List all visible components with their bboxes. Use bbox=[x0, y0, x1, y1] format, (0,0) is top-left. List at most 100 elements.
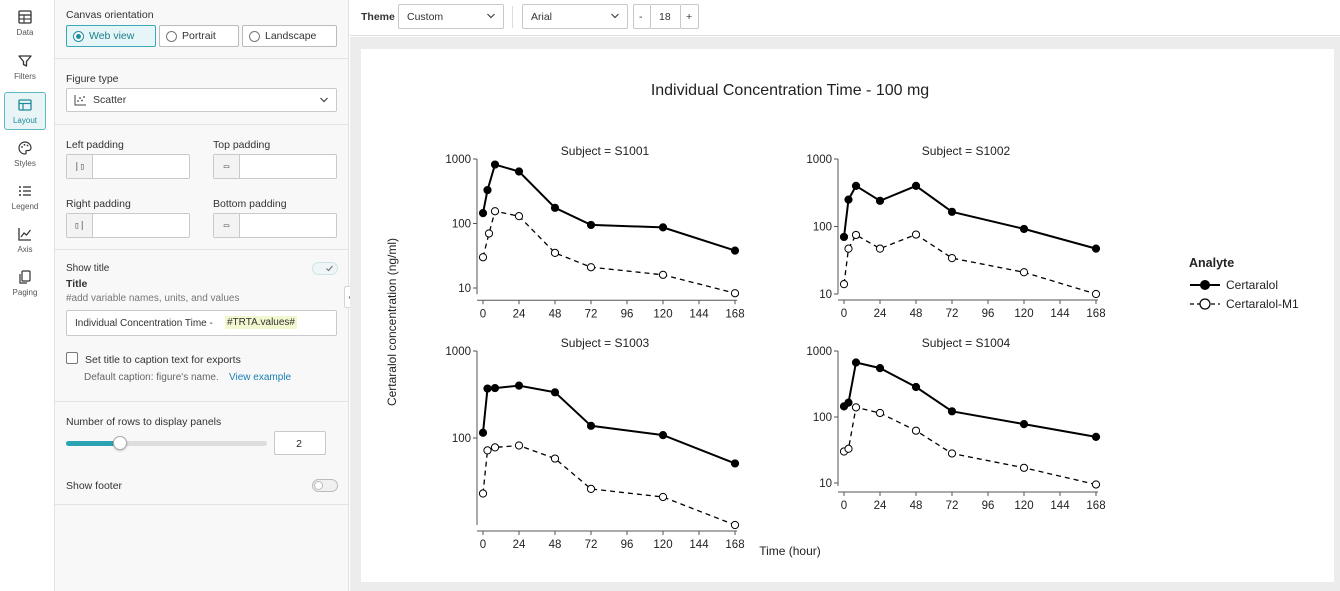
show-footer-label: Show footer bbox=[66, 480, 123, 492]
figure-type-label: Figure type bbox=[66, 73, 119, 85]
rail-label: Axis bbox=[17, 245, 33, 254]
chart-title: Individual Concentration Time - 100 mg bbox=[651, 82, 929, 99]
panel-title: Subject = S1001 bbox=[561, 144, 650, 158]
title-section: Show title Title #add variable names, un… bbox=[55, 250, 348, 402]
left-padding-input[interactable]: |▯ bbox=[66, 154, 190, 179]
right-padding-label: Right padding bbox=[66, 198, 131, 210]
rows-slider-track[interactable] bbox=[66, 436, 267, 450]
x-tick-label: 0 bbox=[841, 500, 847, 512]
data-point-certaralol-m1 bbox=[875, 408, 885, 418]
legend-label-certaralol-m1: Certaralol-M1 bbox=[1226, 297, 1299, 311]
show-title-toggle[interactable] bbox=[312, 262, 338, 275]
data-point-certaralol bbox=[478, 208, 488, 218]
padding-section: Left padding |▯ Top padding ▭ Right padd… bbox=[55, 125, 348, 250]
figure-type-value: Scatter bbox=[93, 94, 127, 106]
rows-section: Number of rows to display panels 2 Show … bbox=[55, 402, 348, 505]
font-size-input[interactable]: 18 bbox=[651, 4, 680, 29]
title-input[interactable]: Individual Concentration Time - #TRTA.va… bbox=[66, 310, 337, 336]
data-point-certaralol bbox=[911, 382, 921, 392]
data-point-certaralol-m1 bbox=[947, 254, 957, 263]
canvas-orientation-label: Canvas orientation bbox=[66, 9, 154, 21]
data-point-certaralol bbox=[911, 181, 921, 190]
data-point-certaralol-m1 bbox=[844, 244, 853, 253]
data-point-certaralol bbox=[514, 167, 524, 176]
show-title-label: Show title bbox=[66, 263, 110, 274]
x-tick-label: 168 bbox=[1086, 308, 1105, 320]
rail-label: Filters bbox=[14, 72, 36, 81]
font-size-increase-button[interactable]: + bbox=[680, 4, 699, 29]
orientation-web-view[interactable]: Web view bbox=[66, 25, 156, 47]
data-point-certaralol bbox=[844, 398, 853, 407]
orientation-portrait[interactable]: Portrait bbox=[159, 25, 239, 47]
data-point-certaralol-m1 bbox=[550, 248, 560, 258]
top-padding-input[interactable]: ▭ bbox=[213, 154, 337, 179]
x-tick-label: 24 bbox=[513, 308, 526, 320]
orientation-label: Web view bbox=[89, 30, 135, 42]
title-hint: #add variable names, units, and values bbox=[66, 293, 240, 304]
caption-checkbox[interactable] bbox=[66, 352, 78, 364]
rows-input[interactable]: 2 bbox=[274, 431, 326, 455]
bottom-padding-input[interactable]: ▭ bbox=[213, 213, 337, 238]
rows-slider-handle[interactable] bbox=[113, 436, 128, 450]
radio-icon bbox=[249, 30, 260, 42]
rail-item-axis[interactable]: Axis bbox=[4, 221, 46, 259]
series-line-certaralol bbox=[843, 361, 1097, 438]
left-padding-icon: |▯ bbox=[67, 155, 93, 178]
rail-item-styles[interactable]: Styles bbox=[4, 135, 46, 173]
data-point-certaralol bbox=[1091, 244, 1101, 253]
chevron-down-icon bbox=[611, 13, 619, 19]
x-tick-label: 120 bbox=[1014, 308, 1033, 320]
default-caption-text: Default caption: figure's name. bbox=[84, 372, 219, 383]
view-example-link[interactable]: View example bbox=[229, 372, 292, 383]
orientation-landscape[interactable]: Landscape bbox=[242, 25, 337, 47]
series-line-certaralol-m1 bbox=[482, 444, 736, 526]
data-point-certaralol bbox=[1091, 432, 1101, 441]
rail-item-filters[interactable]: Filters bbox=[4, 48, 46, 86]
top-padding-label: Top padding bbox=[213, 139, 271, 151]
top-padding-icon: ▭ bbox=[214, 155, 240, 178]
y-tick-label: 100 bbox=[452, 219, 471, 231]
figure-canvas: Individual Concentration Time - 100 mg C… bbox=[361, 49, 1334, 582]
x-tick-label: 96 bbox=[982, 308, 995, 320]
figure-type-select[interactable]: Scatter bbox=[66, 88, 337, 112]
x-tick-label: 144 bbox=[1050, 500, 1070, 512]
data-point-certaralol-m1 bbox=[658, 270, 668, 279]
right-padding-input[interactable]: ▯| bbox=[66, 213, 190, 238]
font-size-decrease-button[interactable]: - bbox=[633, 4, 651, 29]
x-tick-label: 48 bbox=[910, 308, 923, 320]
data-point-certaralol bbox=[483, 384, 492, 393]
x-axis-label: Time (hour) bbox=[759, 544, 821, 558]
x-tick-label: 48 bbox=[549, 539, 562, 551]
rail-item-data[interactable]: Data bbox=[4, 4, 46, 42]
show-footer-toggle[interactable] bbox=[312, 479, 338, 492]
data-point-certaralol bbox=[550, 203, 560, 212]
y-tick-label: 100 bbox=[813, 412, 832, 424]
y-tick-label: 1000 bbox=[445, 154, 471, 166]
rail-item-paging[interactable]: Paging bbox=[4, 264, 46, 302]
data-point-certaralol-m1 bbox=[484, 229, 494, 238]
x-tick-label: 48 bbox=[910, 500, 923, 512]
toggle-knob bbox=[314, 481, 323, 490]
x-tick-label: 24 bbox=[874, 308, 887, 320]
x-tick-label: 144 bbox=[689, 308, 709, 320]
data-point-certaralol-m1 bbox=[839, 280, 849, 289]
data-point-certaralol bbox=[875, 196, 885, 205]
x-tick-label: 72 bbox=[946, 308, 959, 320]
data-point-certaralol-m1 bbox=[483, 446, 492, 455]
data-point-certaralol-m1 bbox=[478, 489, 488, 498]
theme-select[interactable]: Custom bbox=[398, 4, 504, 29]
x-tick-label: 0 bbox=[480, 308, 486, 320]
data-point-certaralol bbox=[851, 181, 861, 190]
rail-item-layout[interactable]: Layout bbox=[4, 92, 46, 130]
legend-title: Analyte bbox=[1189, 256, 1234, 270]
data-point-certaralol bbox=[947, 407, 957, 416]
data-point-certaralol bbox=[844, 195, 853, 204]
font-family-select[interactable]: Arial bbox=[522, 4, 628, 29]
toolbar-divider bbox=[512, 6, 513, 28]
title-input-text: Individual Concentration Time - bbox=[75, 318, 213, 329]
panel-title: Subject = S1004 bbox=[922, 336, 1011, 350]
rail-item-legend[interactable]: Legend bbox=[4, 178, 46, 216]
data-point-certaralol bbox=[839, 232, 849, 242]
